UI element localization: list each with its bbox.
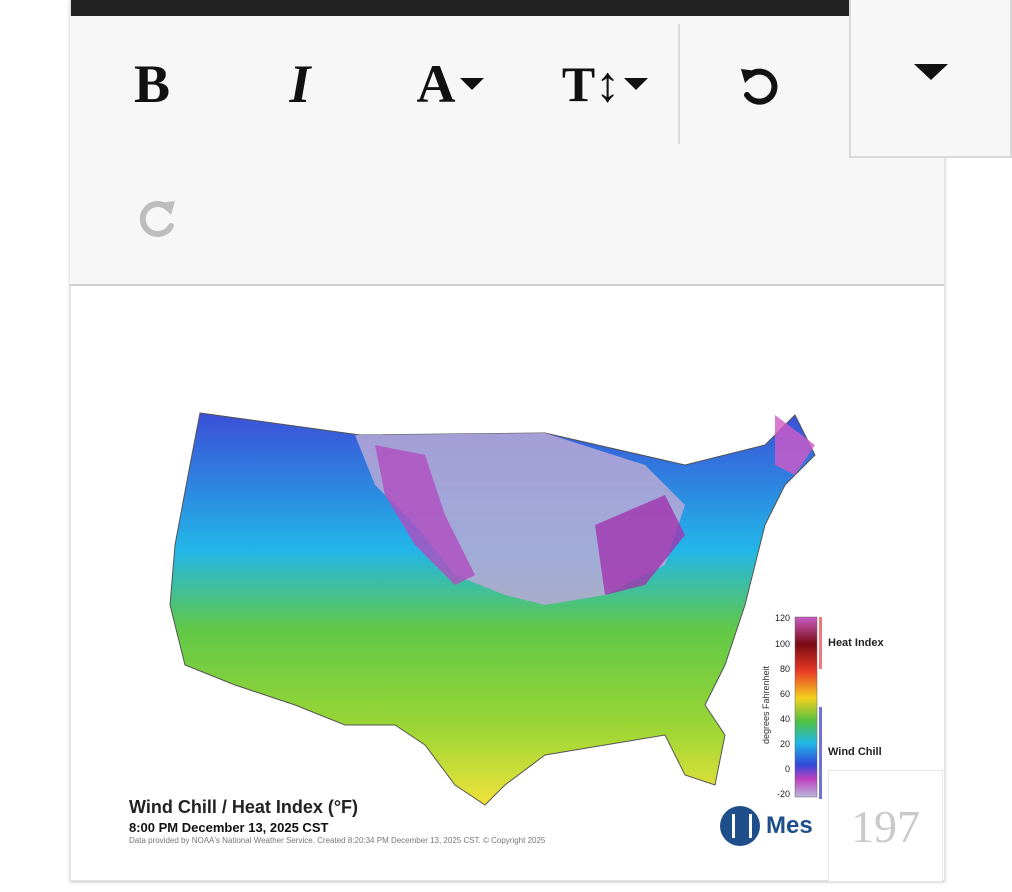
- map-credit: Data provided by NOAA's National Weather…: [129, 836, 546, 845]
- brand-text: Mes: [766, 812, 813, 839]
- chevron-down-icon: [624, 78, 649, 90]
- font-size-icon: T↕: [561, 56, 621, 112]
- chevron-down-icon: [913, 64, 948, 80]
- undo-button[interactable]: [728, 54, 792, 118]
- italic-icon: I: [289, 54, 311, 114]
- brand-logo: Mes: [720, 806, 813, 846]
- font-size-button[interactable]: T↕: [550, 52, 660, 116]
- page-counter: 197: [828, 770, 943, 882]
- legend-tick: 120: [775, 613, 790, 623]
- northeast-region: [775, 415, 815, 475]
- font-color-icon: A: [416, 54, 456, 114]
- legend-tick: 60: [780, 689, 790, 699]
- toolbar-separator: [678, 24, 680, 144]
- font-color-button[interactable]: A: [400, 52, 500, 116]
- formatting-toolbar: B I A T↕: [70, 16, 944, 286]
- heat-index-bar: [819, 617, 822, 669]
- redo-button[interactable]: [124, 186, 188, 250]
- undo-icon: [741, 68, 778, 105]
- wind-chill-label: Wind Chill: [828, 746, 882, 758]
- lakes-region: [595, 495, 685, 595]
- chevron-down-icon: [459, 78, 484, 90]
- legend-color-bar: [794, 616, 818, 798]
- redo-icon: [139, 201, 175, 237]
- bold-icon: B: [133, 54, 171, 114]
- map-title: Wind Chill / Heat Index (°F): [129, 797, 359, 817]
- top-bar: [71, 0, 851, 16]
- legend-axis-label: degrees Fahrenheit: [761, 665, 771, 744]
- more-options-button[interactable]: [849, 0, 1012, 158]
- heat-index-label: Heat Index: [828, 637, 885, 649]
- legend-tick: -20: [777, 789, 790, 799]
- italic-button[interactable]: I: [268, 52, 332, 116]
- wind-chill-heat-index-map: 120 100 80 60 40 20 0 -20 degrees Fahren…: [169, 412, 885, 806]
- legend-tick: 40: [780, 714, 790, 724]
- wind-chill-bar: [819, 707, 822, 799]
- logo-icon: [720, 806, 760, 846]
- legend-tick: 20: [780, 739, 790, 749]
- legend-tick: 80: [780, 664, 790, 674]
- legend-tick: 0: [785, 764, 790, 774]
- bold-button[interactable]: B: [120, 52, 184, 116]
- frigid-region: [375, 445, 475, 585]
- legend-tick: 100: [775, 639, 790, 649]
- map-timestamp: 8:00 PM December 13, 2025 CST: [129, 820, 329, 835]
